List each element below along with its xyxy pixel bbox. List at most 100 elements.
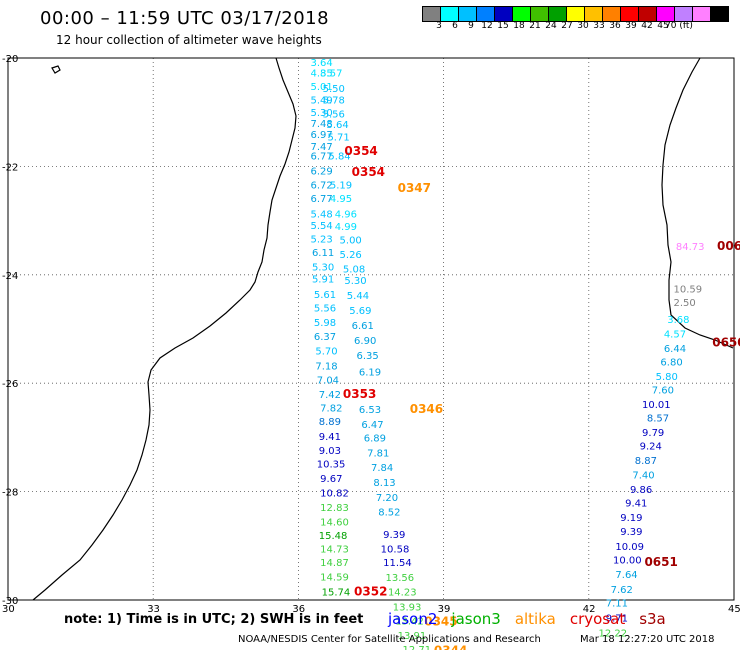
lon-tick-label: 33 — [147, 604, 160, 615]
wave-height-value: 6.72 — [311, 180, 333, 191]
lat-tick-label: -30 — [2, 596, 18, 607]
wave-height-value: 7.82 — [320, 404, 342, 415]
wave-height-value: 7.40 — [632, 470, 654, 481]
wave-height-value: 4.85 — [311, 69, 333, 80]
wave-height-value: 15.48 — [319, 531, 348, 542]
wave-height-value: 8.52 — [378, 508, 400, 519]
wave-height-value: 6.29 — [311, 167, 333, 178]
wave-height-value: 9.79 — [642, 428, 664, 439]
wave-height-value: 5.44 — [347, 291, 369, 302]
pass-id-label: 0345 — [424, 615, 457, 629]
pass-id-label: 0346 — [410, 402, 443, 416]
wave-height-value: 6.61 — [352, 321, 374, 332]
wave-height-value: 6.47 — [361, 420, 383, 431]
wave-height-value: 9.39 — [383, 530, 405, 541]
wave-height-value: 14.59 — [320, 573, 349, 584]
wave-height-value: 9.03 — [319, 446, 341, 457]
wave-height-value: 14.87 — [320, 558, 349, 569]
lat-tick-label: -22 — [2, 162, 18, 173]
pass-id-label: 0354 — [352, 165, 385, 179]
color-scale-label: 70 (ft) — [665, 21, 693, 31]
wave-height-value: 5.01 — [311, 82, 333, 93]
wave-height-value: 9.86 — [630, 485, 652, 496]
pass-id-label: 0344 — [434, 643, 467, 650]
pass-id-label: 0353 — [343, 387, 376, 401]
map-frame — [7, 57, 735, 601]
color-scale-label: 9 — [468, 21, 474, 31]
satellite-legend-item: cryosat — [569, 610, 626, 628]
footer-timestamp: Mar 18 12:27:20 UTC 2018 — [580, 634, 715, 645]
wave-height-value: 6.77 — [311, 152, 333, 163]
wave-height-value: 7.11 — [606, 599, 628, 610]
wave-height-value: 5.61 — [314, 290, 336, 301]
color-scale-labels: 3 6 9 12 15 18 21 24 27 30 33 36 39 42 45 70 (ft) — [423, 21, 733, 35]
footer-note: note: 1) Time is in UTC; 2) SWH is in fe… — [64, 612, 364, 627]
wave-height-value: 5.71 — [327, 133, 349, 144]
wave-height-value: 5.54 — [311, 221, 333, 232]
map-border — [7, 57, 735, 601]
madagascar-coastline — [661, 57, 734, 349]
wave-height-value: 6.77 — [311, 194, 333, 205]
satellite-legend: jason2 jason3 altika cryosat s3a — [388, 610, 666, 628]
wave-height-value: 7.04 — [317, 375, 339, 386]
wave-height-value: 84.73 — [676, 242, 705, 253]
wave-height-value: 12.71 — [402, 645, 431, 650]
color-scale-label: 18 — [513, 21, 525, 31]
wave-height-value: 8.89 — [319, 417, 341, 428]
island-coastline — [51, 65, 61, 74]
lon-tick-label: 39 — [438, 604, 451, 615]
wave-height-value: 13.56 — [386, 573, 415, 584]
color-scale-label: 36 — [609, 21, 621, 31]
pass-id-label: 0354 — [344, 144, 377, 158]
wave-height-value: 4.96 — [335, 210, 357, 221]
color-scale-label: 15 — [497, 21, 509, 31]
wave-height-value: 6.37 — [314, 332, 336, 343]
wave-height-value: 6.11 — [312, 248, 334, 259]
wave-height-value: 7.48 — [311, 119, 333, 130]
wave-height-value: 5.49 — [311, 96, 333, 107]
wave-height-value: 7.18 — [315, 361, 337, 372]
footer-credit: NOAA/NESDIS Center for Satellite Applica… — [238, 634, 541, 645]
wave-height-value: 7.64 — [615, 570, 637, 581]
wave-height-value: 10.00 — [613, 555, 642, 566]
wave-height-value: 15.74 — [322, 587, 351, 598]
wave-height-value: 9.41 — [625, 498, 647, 509]
wave-height-value: 3.57 — [320, 69, 342, 80]
wave-height-value: 9.71 — [606, 613, 628, 624]
color-scale-swatch — [710, 6, 729, 22]
wave-height-value: 9.39 — [620, 527, 642, 538]
wave-height-value: 12.22 — [598, 629, 627, 640]
wave-height-value: 7.42 — [319, 390, 341, 401]
wave-height-value: 2.50 — [674, 298, 696, 309]
wave-height-value: 4.99 — [335, 222, 357, 233]
pass-id-label: 0064 — [717, 239, 740, 253]
wave-height-value: 7.47 — [311, 142, 333, 153]
wave-height-value: 5.23 — [311, 234, 333, 245]
color-scale-label: 6 — [452, 21, 458, 31]
wave-height-value: 5.08 — [343, 264, 365, 275]
wave-height-value: 7.62 — [611, 585, 633, 596]
wave-height-value: 6.90 — [354, 336, 376, 347]
color-scale-label: 30 — [577, 21, 589, 31]
wave-height-value: 10.09 — [615, 542, 644, 553]
wave-height-value: 8.87 — [635, 456, 657, 467]
wave-height-value: 10.01 — [642, 400, 671, 411]
color-scale-label: 42 — [641, 21, 653, 31]
wave-height-value: 5.19 — [330, 180, 352, 191]
wave-height-value: 13.42 — [395, 617, 424, 628]
wave-height-value: 10.59 — [674, 284, 703, 295]
pass-id-label: 0352 — [354, 584, 387, 598]
wave-height-value: 6.80 — [660, 358, 682, 369]
wave-height-value: 8.13 — [373, 478, 395, 489]
wave-height-value: 5.91 — [312, 275, 334, 286]
wave-height-value: 14.60 — [320, 517, 349, 528]
wave-height-value: 5.70 — [315, 347, 337, 358]
wave-height-value: 5.98 — [314, 318, 336, 329]
wave-height-value: 5.30 — [311, 108, 333, 119]
wave-height-value: 6.44 — [664, 344, 686, 355]
wave-height-value: 9.24 — [640, 442, 662, 453]
wave-height-value: 5.30 — [312, 263, 334, 274]
wave-height-value: 11.54 — [383, 558, 412, 569]
color-scale-label: 24 — [545, 21, 557, 31]
